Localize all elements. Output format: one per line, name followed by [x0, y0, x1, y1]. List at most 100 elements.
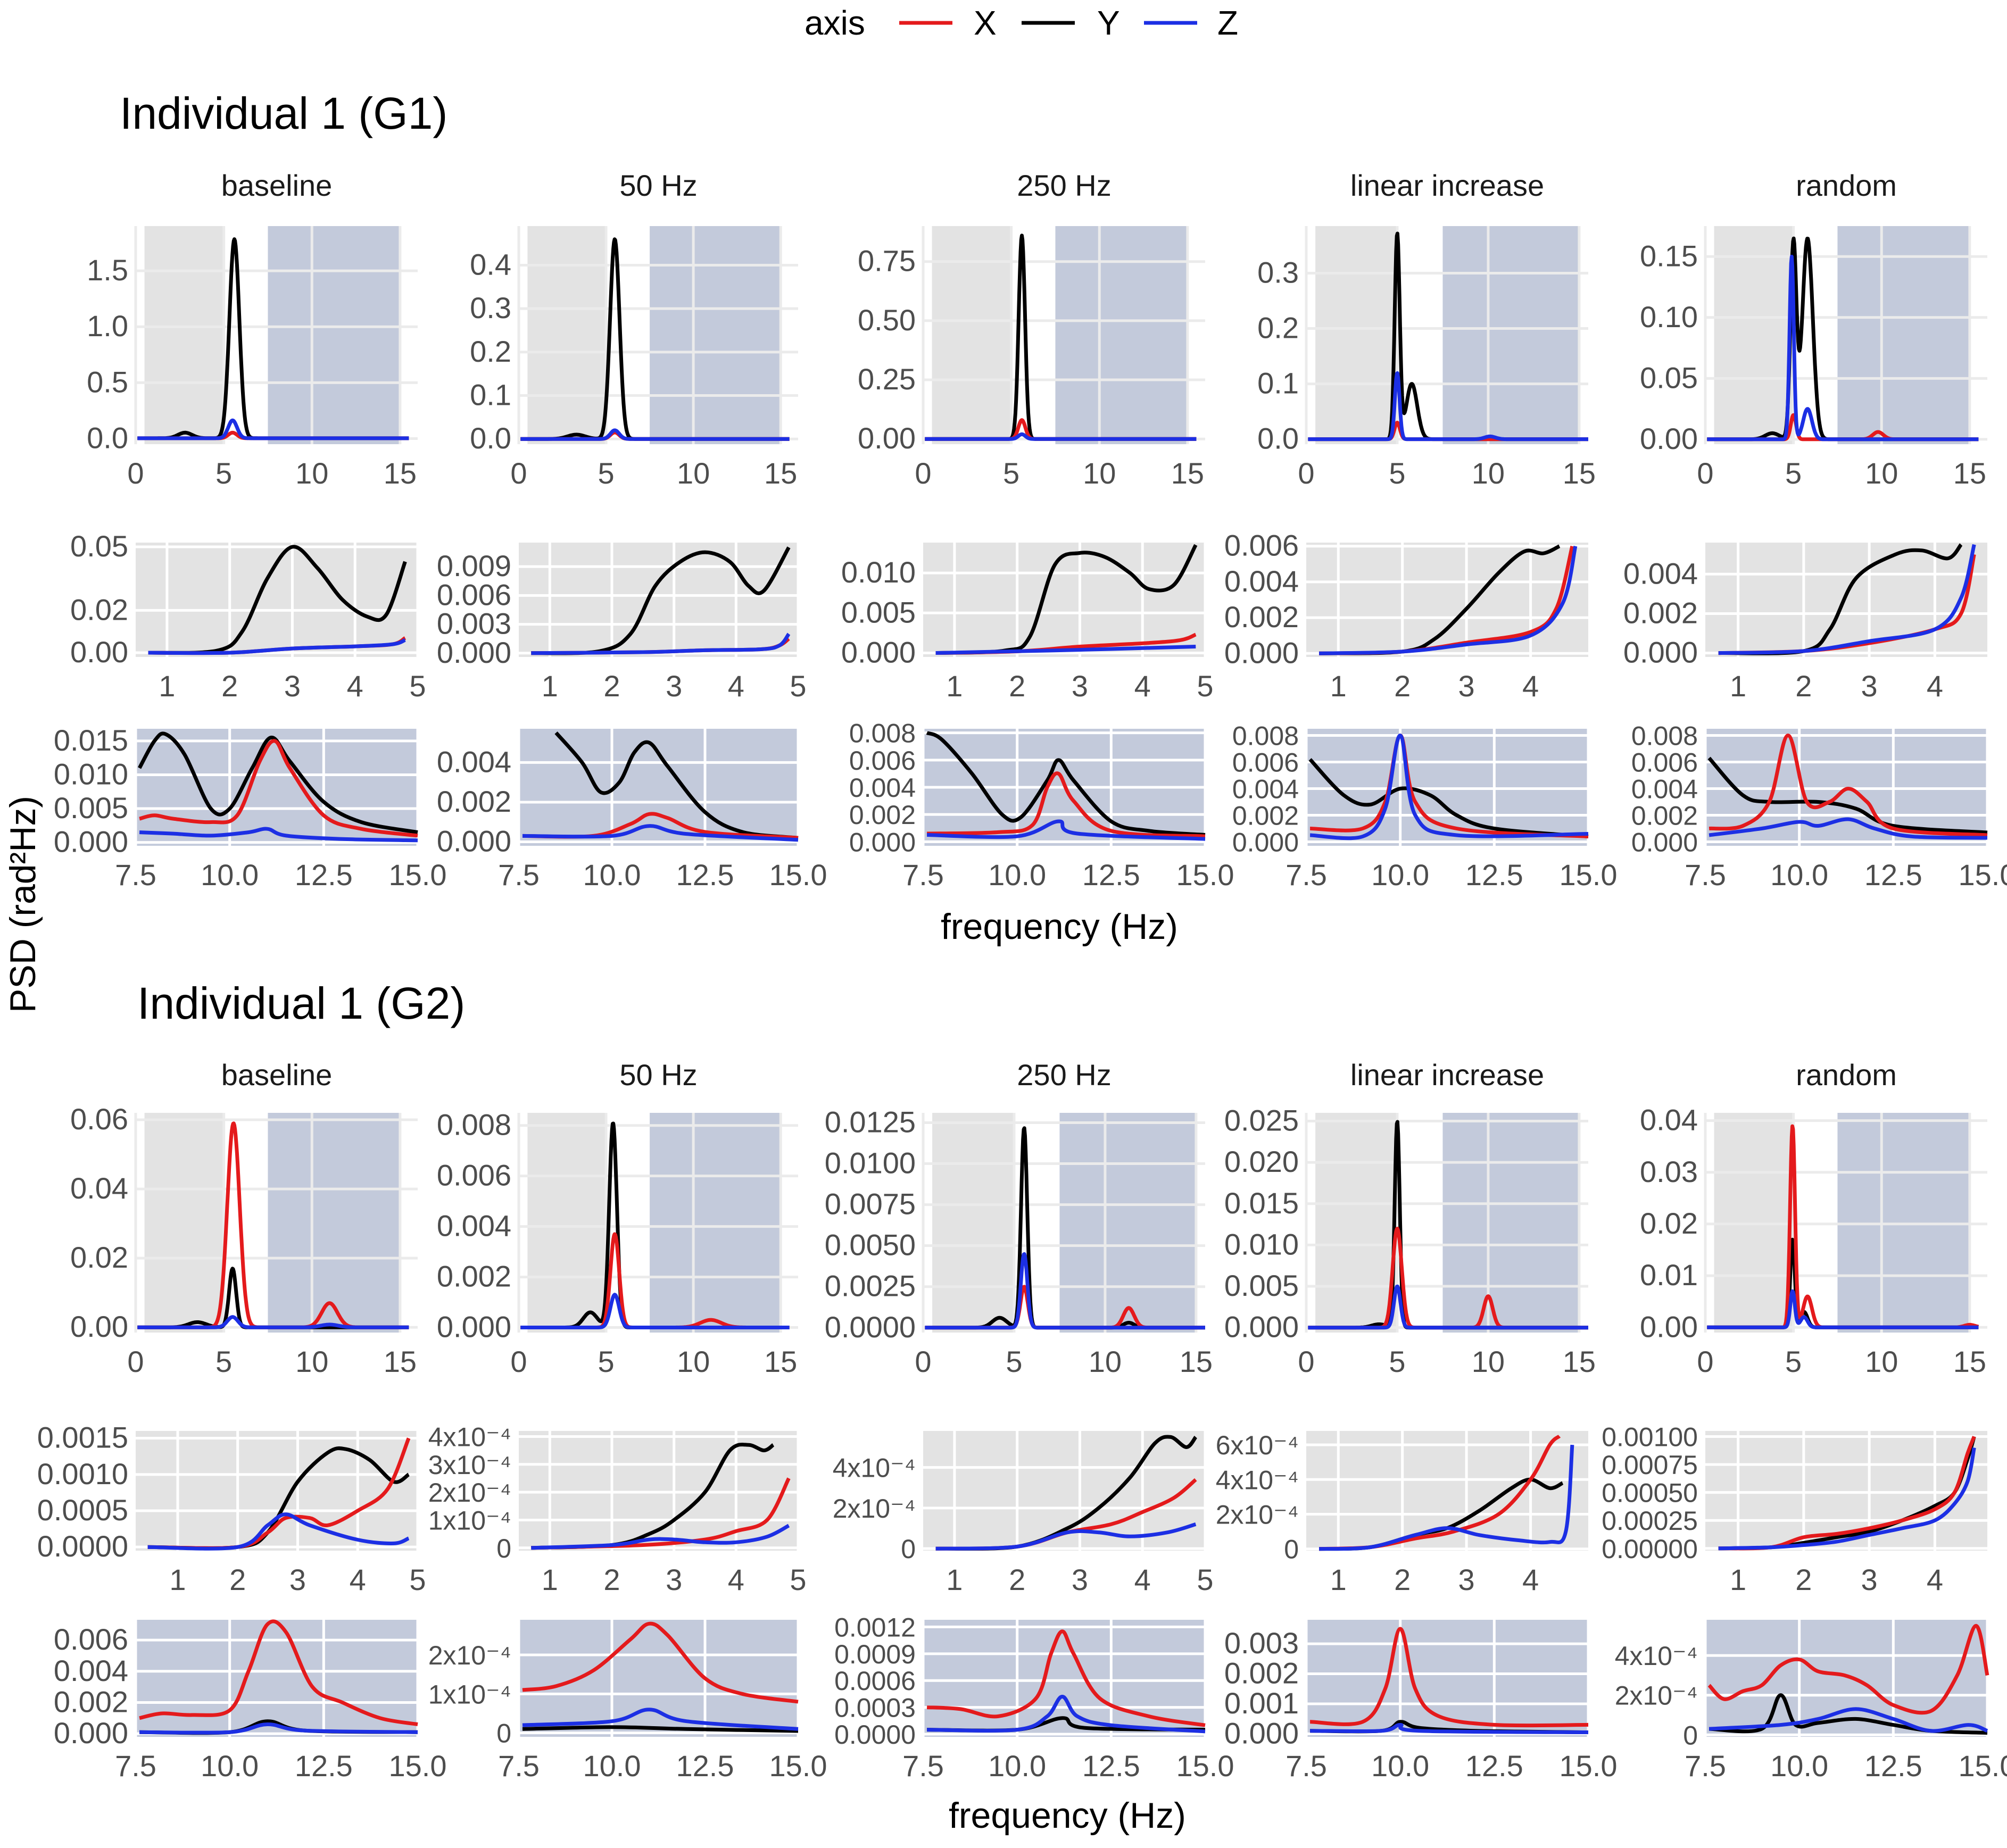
y-tick-label: 0.006: [437, 578, 511, 611]
x-tick-label: 0: [510, 456, 527, 490]
y-tick-label: 0.000: [841, 635, 916, 669]
x-tick-label: 3: [284, 669, 301, 703]
series-line-x-high: [1707, 1624, 1989, 1715]
x-tick-label: 2: [1009, 1563, 1025, 1596]
band-shading-high: [268, 226, 400, 444]
y-tick-label: 0.50: [858, 303, 916, 337]
y-tick-label: 0: [496, 1719, 511, 1749]
y-tick-label: 0.006: [54, 1622, 128, 1656]
y-tick-label: 4x10⁻⁴: [833, 1453, 916, 1483]
x-tick-label: 12.5: [676, 1749, 734, 1783]
condition-strip-label: 50 Hz: [619, 169, 697, 202]
x-tick-label: 15: [1171, 456, 1204, 490]
x-tick-label: 4: [347, 669, 363, 703]
y-tick-label: 0: [1284, 1535, 1299, 1564]
x-tick-label: 3: [1861, 1563, 1878, 1596]
band-shading-high: [650, 1113, 781, 1333]
series-line-z-low: [1718, 1447, 1976, 1551]
x-tick-label: 2: [1394, 669, 1411, 703]
band-shading-low: [144, 226, 224, 444]
y-tick-label: 2x10⁻⁴: [833, 1494, 916, 1524]
panel-full: 0.00 0.25 0.50 0.75 0 5 10 15: [858, 226, 1205, 490]
series-line-z-full: [136, 1315, 410, 1329]
series-line-z-high: [1309, 733, 1589, 840]
x-tick-label: 4: [1927, 669, 1943, 703]
x-tick-label: 0: [1697, 456, 1713, 490]
y-tick-label: 0.04: [70, 1171, 128, 1205]
condition-strip-label: random: [1796, 1058, 1897, 1092]
y-tick-label: 0.015: [1224, 1186, 1299, 1220]
x-tick-label: 5: [1389, 1345, 1405, 1378]
y-tick-label: 0.00: [1640, 1310, 1698, 1343]
x-tick-label: 10: [1472, 1345, 1505, 1378]
series-line-z-low: [1319, 545, 1578, 655]
x-tick-label: 5: [1003, 456, 1019, 490]
x-tick-label: 3: [666, 1563, 682, 1596]
y-tick-label: 0.02: [1640, 1206, 1698, 1240]
series-line-y-high: [138, 731, 418, 835]
series-line-z-high: [1310, 1722, 1589, 1734]
x-tick-label: 10.0: [1770, 858, 1828, 892]
y-tick-label: 2x10⁻⁴: [1216, 1500, 1299, 1530]
y-tick-label: 0.001: [1224, 1686, 1299, 1720]
zoom-panel-background: [136, 1620, 418, 1737]
y-tick-label: 0.010: [1224, 1227, 1299, 1261]
x-tick-label: 0: [1298, 1345, 1314, 1378]
series-line-z-full: [924, 1252, 1207, 1330]
y-tick-label: 4x10⁻⁴: [428, 1422, 511, 1452]
zoom-panel-background: [519, 1620, 798, 1737]
zoom-panel-background: [1705, 1620, 1987, 1737]
zoom-panel-background: [1306, 543, 1588, 657]
x-tick-label: 0: [510, 1345, 527, 1378]
y-tick-label: 0.00: [1640, 422, 1698, 455]
x-tick-label: 1: [542, 1563, 558, 1596]
band-shading-high: [1059, 1113, 1196, 1333]
y-tick-label: 0.005: [841, 595, 916, 629]
y-tick-label: 0.00: [70, 1310, 128, 1343]
x-tick-label: 12.5: [1082, 1749, 1140, 1783]
x-tick-label: 12.5: [676, 858, 734, 892]
y-tick-label: 0.05: [1640, 361, 1698, 394]
x-tick-label: 7.5: [1286, 1749, 1327, 1783]
y-tick-label: 0.004: [437, 745, 511, 778]
x-tick-label: 2: [1009, 669, 1025, 703]
x-tick-label: 5: [215, 1345, 232, 1378]
y-tick-label: 0.009: [437, 549, 511, 582]
x-tick-label: 7.5: [1685, 1749, 1726, 1783]
y-tick-label: 0.005: [54, 791, 128, 825]
condition-strip-label: linear increase: [1350, 169, 1544, 202]
y-tick-label: 0.004: [437, 1209, 511, 1243]
y-tick-label: 0.75: [858, 244, 916, 278]
series-line-z-high: [927, 819, 1206, 841]
x-tick-label: 2: [1795, 669, 1812, 703]
x-tick-label: 4: [350, 1563, 366, 1596]
y-tick-label: 0.00: [70, 635, 128, 669]
series-line-y-low: [148, 545, 407, 655]
y-tick-label: 0.2: [1257, 311, 1299, 345]
series-line-y-high: [522, 1725, 799, 1733]
x-tick-label: 15.0: [1176, 858, 1234, 892]
series-line-y-low: [935, 544, 1198, 655]
x-tick-label: 0: [127, 1345, 144, 1378]
section-title-g2: Individual 1 (G2): [137, 978, 465, 1028]
y-tick-label: 0.000: [437, 636, 511, 669]
y-tick-label: 0.010: [841, 555, 916, 589]
panel-full: 0.0 0.5 1.0 1.5 0 5 10 15: [87, 226, 418, 490]
x-tick-label: 0: [915, 456, 931, 490]
panel-low: 0 2x10⁻⁴ 4x10⁻⁴ 1 2 3 4 5: [833, 1431, 1214, 1596]
band-shading-low: [144, 1113, 224, 1333]
x-tick-label: 10.0: [1770, 1749, 1828, 1783]
x-tick-label: 10.0: [583, 858, 641, 892]
series-line-y-high: [1308, 758, 1589, 838]
band-shading-low: [1315, 226, 1397, 444]
x-tick-label: 1: [542, 669, 558, 703]
condition-column-1: 50 Hz0.00.10.20.30.40 5 10 150.0000.0030.00…: [437, 169, 827, 892]
y-tick-label: 0.00025: [1602, 1506, 1698, 1536]
condition-strip-label: linear increase: [1350, 1058, 1544, 1092]
band-shading-low: [527, 226, 607, 444]
